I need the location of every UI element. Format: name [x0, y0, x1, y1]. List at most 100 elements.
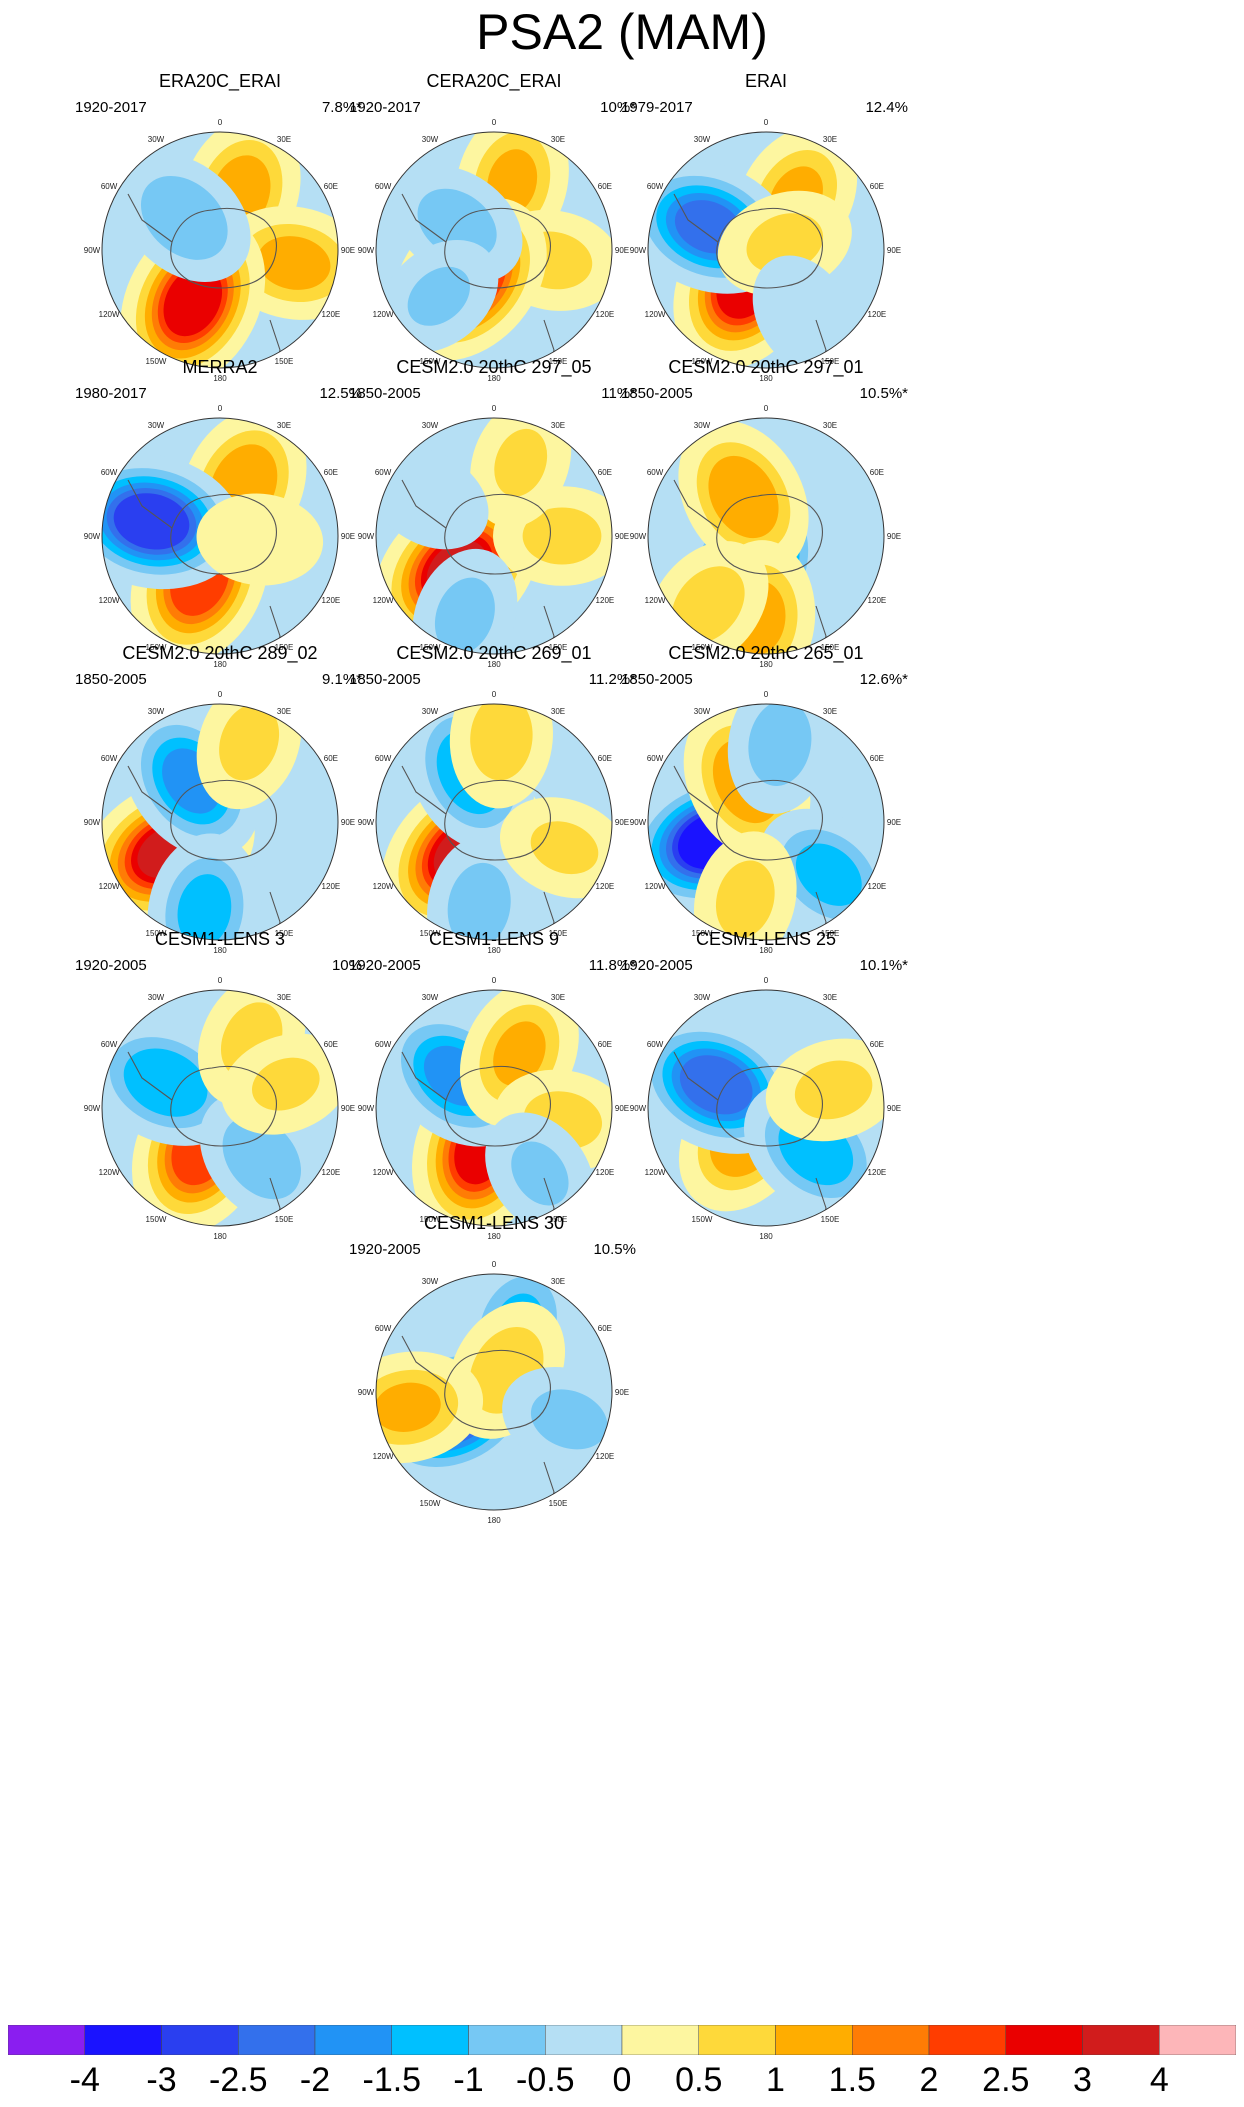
colorbar-tick-label: 4 — [1149, 2061, 1169, 2099]
map-panel: ERAI 1979-2017 12.4% 0 30E 60E 90E 120E 150E 180 1… — [581, 70, 951, 450]
longitude-label: 150W — [420, 357, 441, 366]
longitude-label: 120E — [868, 882, 887, 891]
longitude-label: 90W — [84, 1104, 101, 1113]
panel-period: 1980-2017 — [75, 385, 147, 402]
longitude-label: 150E — [275, 643, 294, 652]
longitude-label: 30W — [422, 421, 439, 430]
longitude-label: 180 — [487, 946, 501, 955]
longitude-label: 90E — [341, 246, 355, 255]
contour-level — [748, 704, 812, 786]
longitude-label: 180 — [213, 374, 227, 383]
longitude-label: 180 — [487, 660, 501, 669]
longitude-label: 120W — [645, 1168, 666, 1177]
polar-map: 0 30E 60E 90E 120E 150E 180 150W 120W 90W 60W 30W — [358, 404, 629, 669]
contour-level — [196, 493, 324, 586]
panel-title: CESM2.0 20thC 289_02 — [122, 643, 318, 663]
colorbar-swatch — [238, 2025, 316, 2055]
polar-map: 0 30E 60E 90E 120E 150E 180 150W 120W 90W 60W 30W — [358, 976, 629, 1241]
longitude-label: 0 — [218, 118, 223, 127]
panel-variance: 9.1%* — [321, 671, 362, 688]
longitude-label: 90W — [630, 818, 647, 827]
longitude-label: 30E — [551, 993, 565, 1002]
panel-variance: 12.4% — [865, 99, 908, 116]
longitude-label: 90E — [887, 532, 901, 541]
longitude-label: 0 — [218, 404, 223, 413]
contour-level — [493, 1021, 546, 1086]
panel-title: CESM1-LENS 25 — [695, 929, 837, 949]
polar-map: 0 30E 60E 90E 120E 150E 180 150W 120W 90W 60W 30W — [84, 976, 355, 1241]
longitude-label: 120E — [322, 596, 341, 605]
colorbar-swatch — [1159, 2025, 1236, 2055]
panel-period: 1850-2005 — [621, 385, 693, 402]
longitude-label: 60E — [870, 1040, 884, 1049]
map-panel: CESM1-LENS 3 1920-2005 10% 0 30E 60E 90E 120E 15… — [35, 928, 405, 1308]
colorbar-tick-label: 0.5 — [675, 2061, 723, 2099]
longitude-label: 30W — [422, 707, 439, 716]
panel-title: CESM2.0 20thC 269_01 — [396, 643, 592, 663]
longitude-label: 90W — [630, 532, 647, 541]
longitude-label: 30W — [422, 993, 439, 1002]
longitude-label: 0 — [492, 690, 497, 699]
longitude-label: 60W — [647, 754, 664, 763]
longitude-label: 90E — [615, 246, 629, 255]
contour-level — [794, 1060, 873, 1120]
longitude-label: 60W — [375, 1040, 392, 1049]
longitude-label: 90E — [341, 532, 355, 541]
polar-map: 0 30E 60E 90E 120E 150E 180 150W 120W 90W 60W 30W — [358, 690, 629, 955]
longitude-label: 60W — [375, 182, 392, 191]
longitude-label: 90W — [358, 1388, 375, 1397]
longitude-label: 90W — [84, 818, 101, 827]
colorbar-tick-label: -1 — [453, 2061, 484, 2099]
longitude-label: 180 — [487, 374, 501, 383]
contour-level — [434, 577, 495, 654]
longitude-label: 150W — [146, 357, 167, 366]
longitude-label: 30E — [277, 993, 291, 1002]
longitude-label: 30W — [422, 1277, 439, 1286]
longitude-label: 120W — [373, 882, 394, 891]
map-panel: CESM2.0 20thC 289_02 1850-2005 9.1%* 0 30E 60… — [35, 642, 405, 1022]
colorbar-swatch — [621, 2025, 699, 2055]
colorbar-tick-label: 3 — [1073, 2061, 1092, 2099]
longitude-label: 180 — [487, 1516, 501, 1525]
contour-level — [708, 455, 779, 539]
colorbar-tick-label: 1 — [766, 2061, 785, 2099]
map-panel: CESM1-LENS 25 1920-2005 10.1%* 0 30E 60E 90E 12… — [581, 928, 951, 1308]
longitude-label: 90W — [358, 532, 375, 541]
longitude-label: 150E — [821, 643, 840, 652]
map-panel: CESM2.0 20thC 269_01 1850-2005 11.2%* 0 30E 6… — [309, 642, 679, 1022]
longitude-label: 90E — [615, 532, 629, 541]
page-title: PSA2 (MAM) — [476, 4, 768, 60]
contour-level — [251, 1057, 320, 1111]
longitude-label: 90W — [630, 1104, 647, 1113]
polar-map: 0 30E 60E 90E 120E 150E 180 150W 120W 90W 60W 30W — [630, 976, 901, 1241]
longitude-label: 120W — [99, 596, 120, 605]
longitude-label: 120W — [373, 596, 394, 605]
panel-variance: 11%* — [601, 385, 636, 402]
longitude-label: 150E — [275, 357, 294, 366]
longitude-label: 150W — [146, 1215, 167, 1224]
longitude-label: 30E — [277, 135, 291, 144]
contour-level — [123, 1048, 208, 1117]
panel-variance: 7.8%* — [321, 99, 362, 116]
polar-map: 0 30E 60E 90E 120E 150E 180 150W 120W 90W 60W 30W — [84, 118, 355, 383]
longitude-label: 90E — [341, 1104, 355, 1113]
longitude-label: 30W — [148, 135, 165, 144]
longitude-label: 120E — [322, 882, 341, 891]
longitude-label: 180 — [759, 374, 773, 383]
longitude-label: 60E — [598, 1324, 612, 1333]
longitude-label: 60W — [647, 182, 664, 191]
colorbar-swatch — [698, 2025, 776, 2055]
longitude-label: 90W — [358, 246, 375, 255]
longitude-label: 150W — [420, 1499, 441, 1508]
longitude-label: 0 — [764, 404, 769, 413]
longitude-label: 0 — [492, 404, 497, 413]
longitude-label: 180 — [213, 1232, 227, 1241]
polar-map: 0 30E 60E 90E 120E 150E 180 150W 120W 90W 60W 30W — [358, 1260, 629, 1525]
map-panel: MERRA2 1980-2017 12.5% 0 30E 60E 90E 120E 150E 18… — [35, 356, 405, 736]
polar-map: 0 30E 60E 90E 120E 150E 180 150W 120W 90W 60W 30W — [630, 404, 901, 669]
longitude-label: 60E — [598, 468, 612, 477]
longitude-label: 60E — [598, 1040, 612, 1049]
longitude-label: 120E — [596, 596, 615, 605]
longitude-label: 120E — [596, 1168, 615, 1177]
longitude-label: 150W — [420, 1215, 441, 1224]
